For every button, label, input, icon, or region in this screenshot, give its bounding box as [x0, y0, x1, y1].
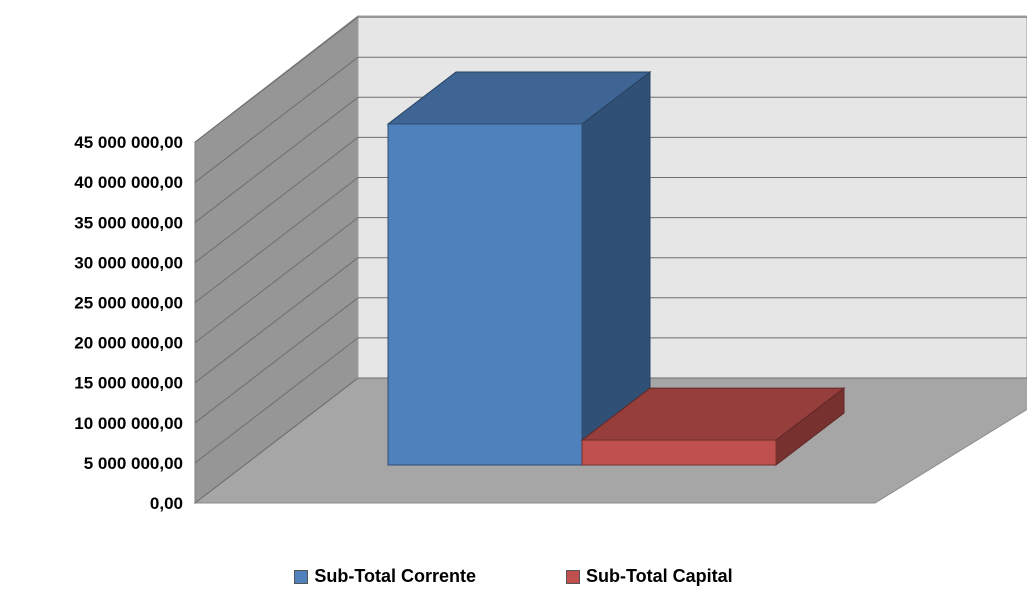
gridline-side	[194, 217, 359, 343]
gridline-side	[194, 257, 359, 384]
bar-capital-front	[581, 439, 777, 466]
gridline-side	[194, 16, 359, 143]
y-tick-label: 10 000 000,00	[74, 414, 183, 433]
y-tick-label: 20 000 000,00	[74, 334, 183, 353]
y-tick-label: 25 000 000,00	[74, 294, 183, 313]
y-axis-tick-labels: 0,00 5 000 000,00 10 000 000,00 15 000 000,…	[74, 133, 183, 513]
gridline-side	[194, 337, 359, 464]
legend: Sub-Total Corrente Sub-Total Capital	[0, 566, 1027, 587]
legend-label-capital: Sub-Total Capital	[586, 566, 733, 586]
y-tick-label: 40 000 000,00	[74, 173, 183, 192]
y-tick-label: 0,00	[150, 494, 183, 513]
legend-label-corrente: Sub-Total Corrente	[314, 566, 476, 586]
y-tick-label: 5 000 000,00	[84, 454, 183, 473]
gridline-side	[194, 177, 359, 303]
gridline-side	[194, 96, 359, 223]
gridline-side	[194, 137, 359, 263]
legend-swatch-corrente	[294, 569, 309, 584]
legend-item-capital: Sub-Total Capital	[566, 566, 733, 587]
y-tick-label: 45 000 000,00	[74, 133, 183, 152]
bar-corrente-front	[387, 123, 583, 466]
y-tick-label: 15 000 000,00	[74, 374, 183, 393]
y-tick-label: 35 000 000,00	[74, 213, 183, 232]
legend-swatch-capital	[566, 569, 580, 584]
bar-chart-3d: 0,00 5 000 000,00 10 000 000,00 15 000 000,…	[74, 14, 1027, 513]
gridline-side	[194, 377, 359, 504]
y-tick-label: 30 000 000,00	[74, 253, 183, 272]
gridline-side	[194, 297, 359, 424]
bars	[386, 70, 846, 467]
legend-item-corrente: Sub-Total Corrente	[294, 566, 476, 587]
gridline-side	[194, 56, 359, 183]
